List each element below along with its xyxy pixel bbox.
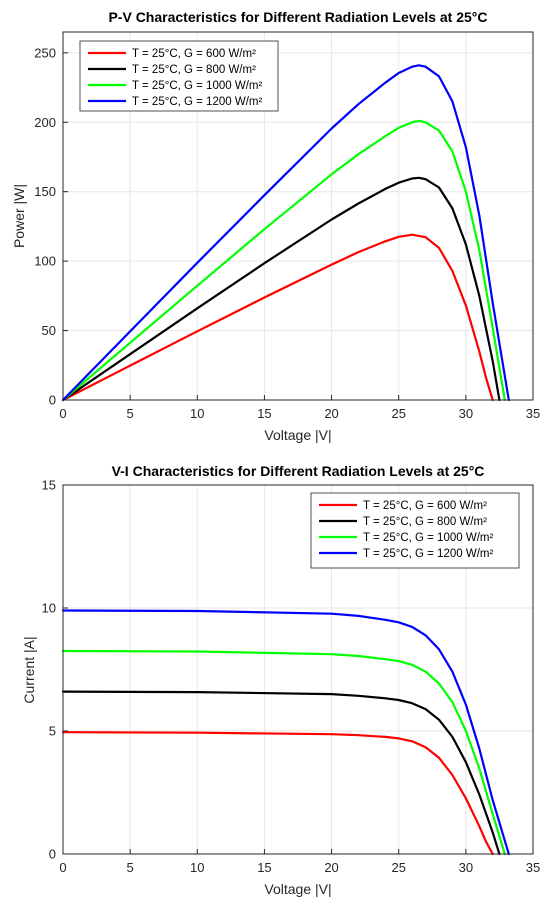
plot-frame — [62, 31, 534, 401]
legend-label: T = 25°C, G = 800 W/m² — [132, 64, 256, 76]
x-tick-label: 25 — [391, 406, 405, 421]
x-tick-label: 15 — [257, 406, 271, 421]
y-axis-label: Power |W| — [11, 184, 27, 248]
series-line — [61, 731, 494, 856]
x-tick-label: 0 — [59, 860, 66, 875]
series-line — [61, 233, 494, 402]
x-tick-label: 30 — [459, 860, 473, 875]
series-line — [61, 176, 501, 402]
x-tick-label: 30 — [459, 406, 473, 421]
y-tick-label: 15 — [42, 478, 56, 493]
series-layer — [61, 609, 510, 856]
x-tick-label: 10 — [190, 860, 204, 875]
series-line — [61, 649, 506, 856]
y-tick-label: 5 — [49, 724, 56, 739]
y-tick-label: 100 — [34, 254, 56, 269]
x-tick-label: 10 — [190, 406, 204, 421]
series-line — [61, 119, 506, 402]
chart-title: P-V Characteristics for Different Radiat… — [108, 9, 487, 25]
x-tick-label: 5 — [127, 406, 134, 421]
legend-label: T = 25°C, G = 1000 W/m² — [363, 532, 493, 544]
legend-label: T = 25°C, G = 1000 W/m² — [132, 80, 262, 92]
y-tick-label: 50 — [42, 323, 56, 338]
y-tick-label: 0 — [49, 393, 56, 408]
x-axis-label: Voltage |V| — [264, 881, 331, 897]
x-tick-label: 15 — [257, 860, 271, 875]
legend: T = 25°C, G = 600 W/m² T = 25°C, G = 800 … — [310, 492, 520, 569]
y-tick-label: 10 — [42, 601, 56, 616]
x-tick-label: 20 — [324, 406, 338, 421]
x-tick-label: 25 — [391, 860, 405, 875]
x-tick-label: 20 — [324, 860, 338, 875]
x-tick-label: 35 — [526, 860, 540, 875]
tick-layer: 0 5 10 15 20 25 30 35 0 5 10 15 — [42, 478, 541, 876]
x-axis-label: Voltage |V| — [264, 427, 331, 443]
pv-chart: P-V Characteristics for Different Radiat… — [11, 9, 540, 443]
legend-label: T = 25°C, G = 1200 W/m² — [363, 548, 493, 560]
series-line — [61, 64, 510, 402]
x-tick-label: 5 — [127, 860, 134, 875]
y-axis-label: Current |A| — [21, 636, 37, 703]
y-tick-label: 200 — [34, 115, 56, 130]
y-tick-label: 250 — [34, 45, 56, 60]
x-tick-label: 0 — [59, 406, 66, 421]
legend-label: T = 25°C, G = 600 W/m² — [363, 500, 487, 512]
x-tick-label: 35 — [526, 406, 540, 421]
chart-title: V-I Characteristics for Different Radiat… — [112, 463, 485, 479]
y-tick-label: 0 — [49, 847, 56, 862]
series-layer — [61, 64, 510, 402]
legend-label: T = 25°C, G = 800 W/m² — [363, 516, 487, 528]
series-line — [61, 609, 510, 856]
plot-frame — [62, 484, 534, 855]
legend: T = 25°C, G = 600 W/m² T = 25°C, G = 800 … — [79, 40, 279, 112]
legend-label: T = 25°C, G = 1200 W/m² — [132, 96, 262, 108]
legend-label: T = 25°C, G = 600 W/m² — [132, 48, 256, 60]
vi-chart: V-I Characteristics for Different Radiat… — [21, 463, 540, 897]
y-tick-label: 150 — [34, 184, 56, 199]
series-line — [61, 690, 501, 856]
tick-layer: 0 5 10 15 20 25 30 35 0 50 100 150 200 250 — [34, 45, 540, 421]
